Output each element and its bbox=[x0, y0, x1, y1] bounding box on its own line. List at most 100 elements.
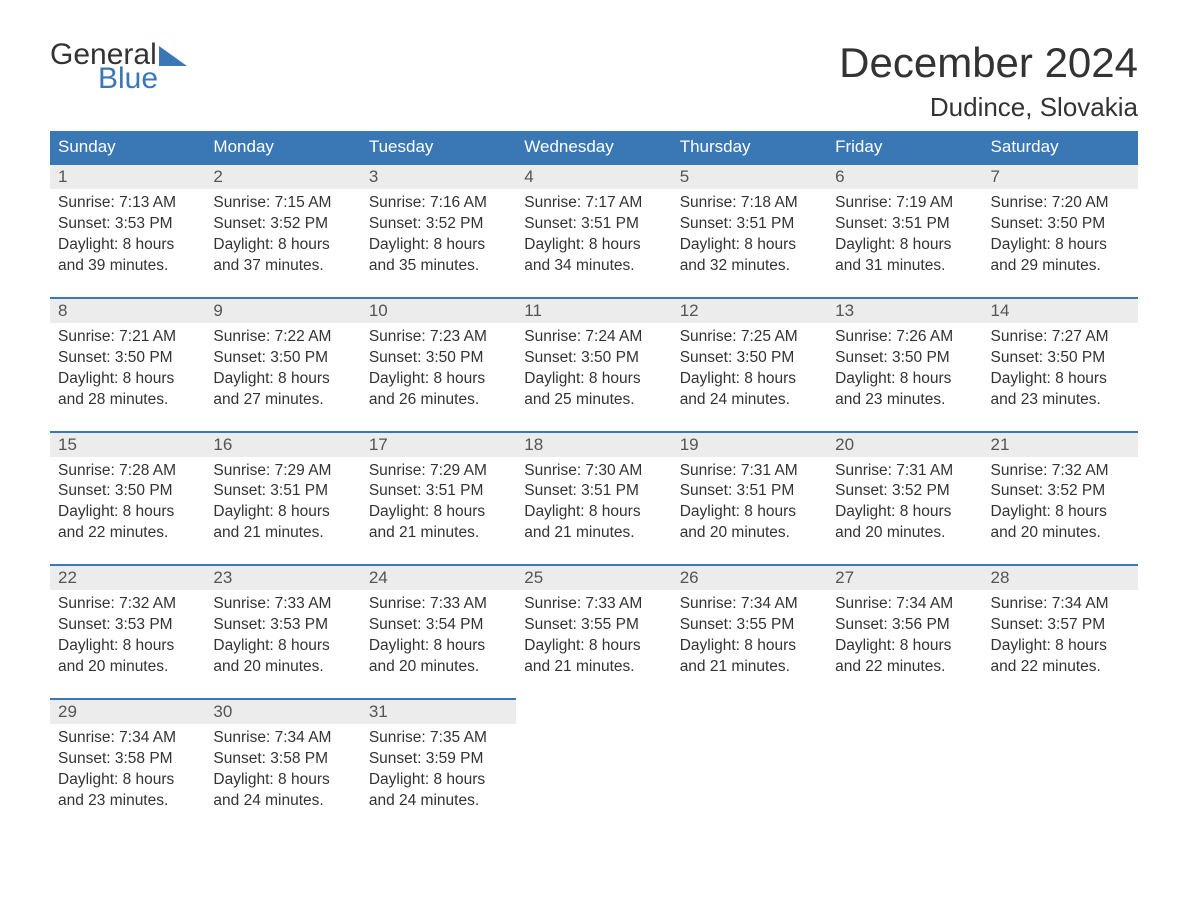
day-details: Sunrise: 7:33 AMSunset: 3:55 PMDaylight:… bbox=[516, 590, 671, 698]
day-number: 17 bbox=[361, 431, 516, 457]
sunset-line: Sunset: 3:50 PM bbox=[524, 348, 663, 369]
daylight-line: Daylight: 8 hours and 29 minutes. bbox=[991, 235, 1130, 277]
day-number: 2 bbox=[205, 163, 360, 189]
sunrise-line: Sunrise: 7:27 AM bbox=[991, 327, 1130, 348]
calendar-day-cell: 16Sunrise: 7:29 AMSunset: 3:51 PMDayligh… bbox=[205, 431, 360, 565]
day-number: 11 bbox=[516, 297, 671, 323]
sunrise-line: Sunrise: 7:26 AM bbox=[835, 327, 974, 348]
sunrise-line: Sunrise: 7:34 AM bbox=[991, 594, 1130, 615]
calendar-header-row: SundayMondayTuesdayWednesdayThursdayFrid… bbox=[50, 131, 1138, 163]
sunrise-line: Sunrise: 7:17 AM bbox=[524, 193, 663, 214]
calendar-week-row: 22Sunrise: 7:32 AMSunset: 3:53 PMDayligh… bbox=[50, 564, 1138, 698]
sunset-line: Sunset: 3:50 PM bbox=[213, 348, 352, 369]
sunrise-line: Sunrise: 7:15 AM bbox=[213, 193, 352, 214]
calendar-day-cell: 20Sunrise: 7:31 AMSunset: 3:52 PMDayligh… bbox=[827, 431, 982, 565]
sunrise-line: Sunrise: 7:22 AM bbox=[213, 327, 352, 348]
day-details: Sunrise: 7:34 AMSunset: 3:55 PMDaylight:… bbox=[672, 590, 827, 698]
day-number: 5 bbox=[672, 163, 827, 189]
calendar-day-cell: 7Sunrise: 7:20 AMSunset: 3:50 PMDaylight… bbox=[983, 163, 1138, 297]
day-number: 20 bbox=[827, 431, 982, 457]
sunrise-line: Sunrise: 7:34 AM bbox=[680, 594, 819, 615]
day-details: Sunrise: 7:15 AMSunset: 3:52 PMDaylight:… bbox=[205, 189, 360, 297]
day-details: Sunrise: 7:32 AMSunset: 3:52 PMDaylight:… bbox=[983, 457, 1138, 565]
sunset-line: Sunset: 3:55 PM bbox=[524, 615, 663, 636]
sunset-line: Sunset: 3:50 PM bbox=[680, 348, 819, 369]
calendar-day-cell: 25Sunrise: 7:33 AMSunset: 3:55 PMDayligh… bbox=[516, 564, 671, 698]
calendar-day-cell: 1Sunrise: 7:13 AMSunset: 3:53 PMDaylight… bbox=[50, 163, 205, 297]
daylight-line: Daylight: 8 hours and 20 minutes. bbox=[369, 636, 508, 678]
sunrise-line: Sunrise: 7:34 AM bbox=[58, 728, 197, 749]
day-number: 12 bbox=[672, 297, 827, 323]
sunset-line: Sunset: 3:51 PM bbox=[680, 481, 819, 502]
sunset-line: Sunset: 3:57 PM bbox=[991, 615, 1130, 636]
daylight-line: Daylight: 8 hours and 25 minutes. bbox=[524, 369, 663, 411]
sunrise-line: Sunrise: 7:16 AM bbox=[369, 193, 508, 214]
sunset-line: Sunset: 3:52 PM bbox=[991, 481, 1130, 502]
calendar-table: SundayMondayTuesdayWednesdayThursdayFrid… bbox=[50, 131, 1138, 831]
calendar-week-row: 1Sunrise: 7:13 AMSunset: 3:53 PMDaylight… bbox=[50, 163, 1138, 297]
sunset-line: Sunset: 3:50 PM bbox=[58, 481, 197, 502]
calendar-day-cell: 17Sunrise: 7:29 AMSunset: 3:51 PMDayligh… bbox=[361, 431, 516, 565]
sunrise-line: Sunrise: 7:35 AM bbox=[369, 728, 508, 749]
calendar-day-cell: 3Sunrise: 7:16 AMSunset: 3:52 PMDaylight… bbox=[361, 163, 516, 297]
day-number: 26 bbox=[672, 564, 827, 590]
sunrise-line: Sunrise: 7:18 AM bbox=[680, 193, 819, 214]
month-title: December 2024 bbox=[839, 40, 1138, 86]
daylight-line: Daylight: 8 hours and 22 minutes. bbox=[991, 636, 1130, 678]
day-number: 28 bbox=[983, 564, 1138, 590]
day-number: 13 bbox=[827, 297, 982, 323]
calendar-day-cell: 10Sunrise: 7:23 AMSunset: 3:50 PMDayligh… bbox=[361, 297, 516, 431]
calendar-day-cell: 27Sunrise: 7:34 AMSunset: 3:56 PMDayligh… bbox=[827, 564, 982, 698]
daylight-line: Daylight: 8 hours and 21 minutes. bbox=[213, 502, 352, 544]
weekday-header: Thursday bbox=[672, 131, 827, 163]
daylight-line: Daylight: 8 hours and 28 minutes. bbox=[58, 369, 197, 411]
sunset-line: Sunset: 3:53 PM bbox=[213, 615, 352, 636]
day-number: 1 bbox=[50, 163, 205, 189]
daylight-line: Daylight: 8 hours and 34 minutes. bbox=[524, 235, 663, 277]
daylight-line: Daylight: 8 hours and 24 minutes. bbox=[369, 770, 508, 812]
calendar-day-cell: 21Sunrise: 7:32 AMSunset: 3:52 PMDayligh… bbox=[983, 431, 1138, 565]
calendar-day-cell: 14Sunrise: 7:27 AMSunset: 3:50 PMDayligh… bbox=[983, 297, 1138, 431]
location: Dudince, Slovakia bbox=[839, 92, 1138, 123]
calendar-day-cell: 9Sunrise: 7:22 AMSunset: 3:50 PMDaylight… bbox=[205, 297, 360, 431]
calendar-day-cell bbox=[672, 698, 827, 832]
daylight-line: Daylight: 8 hours and 27 minutes. bbox=[213, 369, 352, 411]
daylight-line: Daylight: 8 hours and 37 minutes. bbox=[213, 235, 352, 277]
day-number: 3 bbox=[361, 163, 516, 189]
day-details: Sunrise: 7:29 AMSunset: 3:51 PMDaylight:… bbox=[361, 457, 516, 565]
day-number: 9 bbox=[205, 297, 360, 323]
daylight-line: Daylight: 8 hours and 39 minutes. bbox=[58, 235, 197, 277]
sunset-line: Sunset: 3:51 PM bbox=[213, 481, 352, 502]
daylight-line: Daylight: 8 hours and 20 minutes. bbox=[991, 502, 1130, 544]
sunset-line: Sunset: 3:58 PM bbox=[213, 749, 352, 770]
logo-sail-icon bbox=[159, 46, 187, 66]
sunrise-line: Sunrise: 7:33 AM bbox=[213, 594, 352, 615]
day-details: Sunrise: 7:33 AMSunset: 3:54 PMDaylight:… bbox=[361, 590, 516, 698]
calendar-day-cell bbox=[983, 698, 1138, 832]
day-details: Sunrise: 7:28 AMSunset: 3:50 PMDaylight:… bbox=[50, 457, 205, 565]
weekday-header: Monday bbox=[205, 131, 360, 163]
day-details: Sunrise: 7:22 AMSunset: 3:50 PMDaylight:… bbox=[205, 323, 360, 431]
sunrise-line: Sunrise: 7:25 AM bbox=[680, 327, 819, 348]
day-details: Sunrise: 7:21 AMSunset: 3:50 PMDaylight:… bbox=[50, 323, 205, 431]
day-number: 21 bbox=[983, 431, 1138, 457]
sunset-line: Sunset: 3:53 PM bbox=[58, 615, 197, 636]
day-number: 10 bbox=[361, 297, 516, 323]
day-number: 19 bbox=[672, 431, 827, 457]
calendar-day-cell: 30Sunrise: 7:34 AMSunset: 3:58 PMDayligh… bbox=[205, 698, 360, 832]
day-number: 27 bbox=[827, 564, 982, 590]
daylight-line: Daylight: 8 hours and 23 minutes. bbox=[991, 369, 1130, 411]
day-number: 31 bbox=[361, 698, 516, 724]
sunrise-line: Sunrise: 7:28 AM bbox=[58, 461, 197, 482]
day-details: Sunrise: 7:29 AMSunset: 3:51 PMDaylight:… bbox=[205, 457, 360, 565]
calendar-day-cell bbox=[516, 698, 671, 832]
logo: General Blue bbox=[50, 40, 187, 94]
calendar-day-cell: 18Sunrise: 7:30 AMSunset: 3:51 PMDayligh… bbox=[516, 431, 671, 565]
daylight-line: Daylight: 8 hours and 23 minutes. bbox=[835, 369, 974, 411]
sunrise-line: Sunrise: 7:24 AM bbox=[524, 327, 663, 348]
daylight-line: Daylight: 8 hours and 21 minutes. bbox=[524, 502, 663, 544]
day-details: Sunrise: 7:33 AMSunset: 3:53 PMDaylight:… bbox=[205, 590, 360, 698]
day-details: Sunrise: 7:19 AMSunset: 3:51 PMDaylight:… bbox=[827, 189, 982, 297]
sunset-line: Sunset: 3:50 PM bbox=[991, 348, 1130, 369]
weekday-header: Tuesday bbox=[361, 131, 516, 163]
